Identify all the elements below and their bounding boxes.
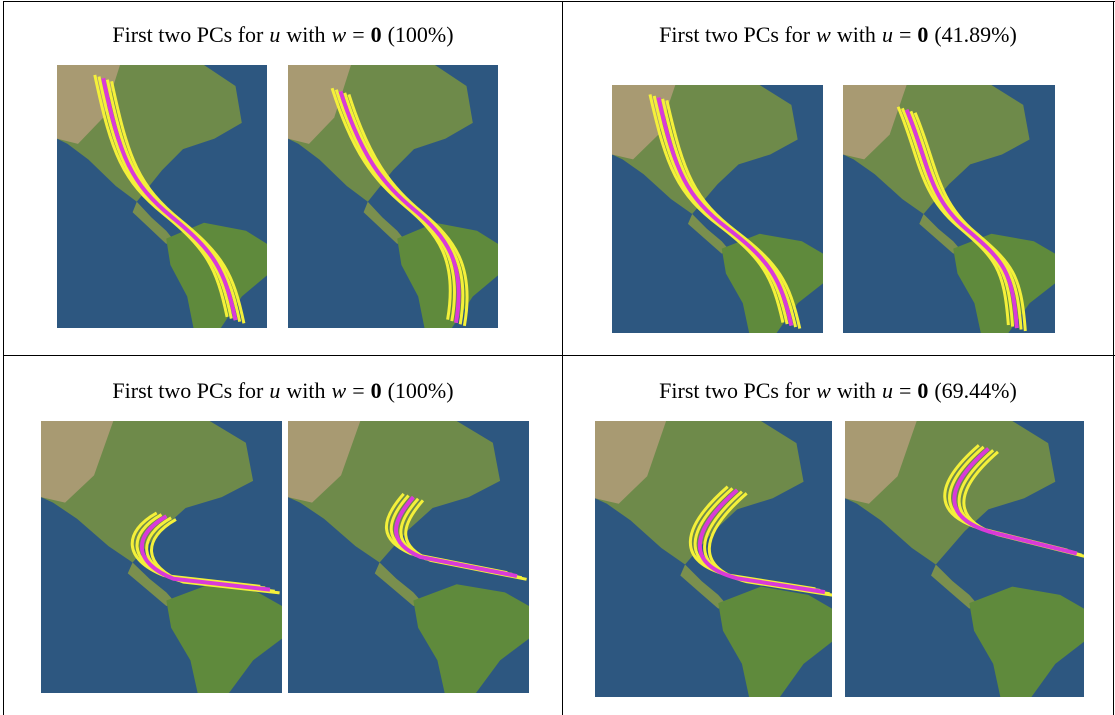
caption-part: = [899, 378, 911, 403]
caption-part: w [816, 22, 831, 47]
caption-part: First two PCs for [659, 378, 810, 403]
map-image [41, 421, 282, 693]
caption-part: w [332, 22, 347, 47]
table-rule [562, 1, 563, 715]
caption-part: with [837, 378, 876, 403]
caption-part: 0 [371, 378, 382, 403]
map-image [288, 421, 529, 693]
table-rule [3, 355, 1115, 356]
table-rule [3, 1, 4, 715]
map-image [57, 65, 267, 328]
caption-part: w [332, 378, 347, 403]
caption-part: First two PCs for [112, 378, 263, 403]
caption-part: First two PCs for [112, 22, 263, 47]
caption-part: 0 [371, 22, 382, 47]
caption-part: = [352, 378, 364, 403]
map-image [843, 85, 1055, 333]
caption-part: u [269, 22, 280, 47]
caption-part: (100%) [388, 22, 454, 47]
map-image [595, 421, 832, 697]
table-rule [1113, 1, 1114, 715]
caption-part: u [269, 378, 280, 403]
caption-part: w [816, 378, 831, 403]
caption-part: First two PCs for [659, 22, 810, 47]
caption-part: (69.44%) [934, 378, 1016, 403]
map-image [612, 85, 823, 333]
map-image [288, 65, 498, 328]
caption-part: with [286, 378, 325, 403]
figure: (() => { const data = JSON.parse(documen… [0, 0, 1115, 715]
caption-part: 0 [917, 378, 928, 403]
caption-part: 0 [917, 22, 928, 47]
caption-part: with [837, 22, 876, 47]
caption-part: (100%) [388, 378, 454, 403]
table-rule [3, 1, 1115, 2]
caption-part: u [882, 378, 893, 403]
caption-part: u [882, 22, 893, 47]
map-image [845, 421, 1084, 697]
caption-part: = [899, 22, 911, 47]
caption-part: = [352, 22, 364, 47]
caption-part: (41.89%) [934, 22, 1016, 47]
caption-part: with [286, 22, 325, 47]
